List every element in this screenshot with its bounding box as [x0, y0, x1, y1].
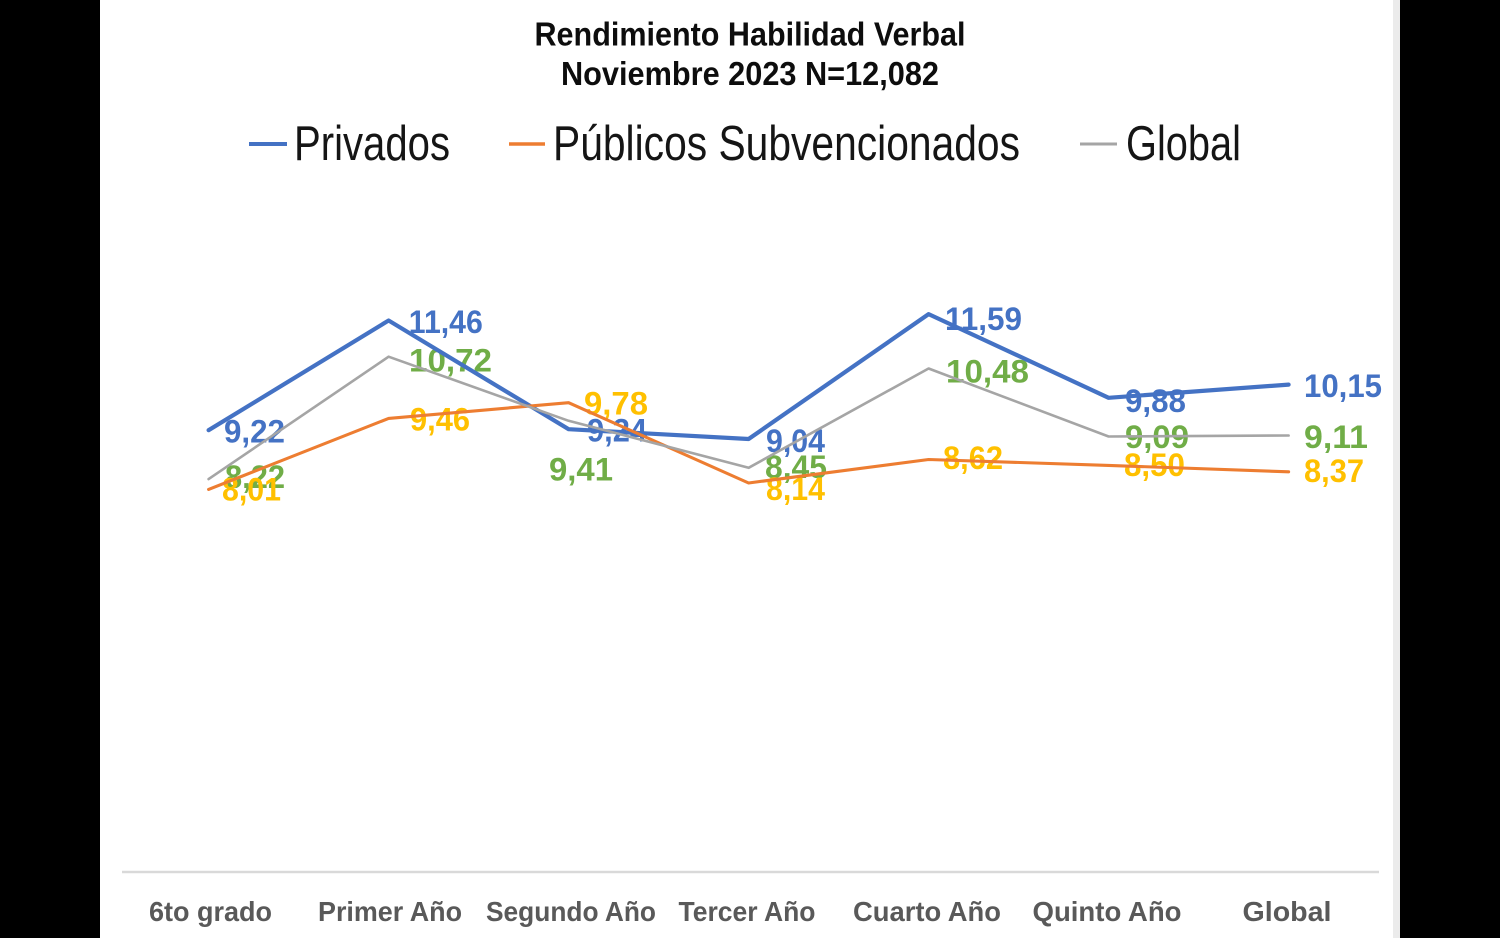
svg-text:Global: Global — [1243, 896, 1332, 927]
svg-text:Global: Global — [1126, 117, 1241, 171]
svg-text:11,46: 11,46 — [409, 304, 483, 340]
svg-text:6to grado: 6to grado — [149, 896, 272, 927]
svg-text:9,11: 9,11 — [1304, 419, 1368, 455]
svg-text:11,59: 11,59 — [945, 301, 1022, 337]
svg-text:Cuarto Año: Cuarto Año — [853, 896, 1001, 927]
svg-text:8,01: 8,01 — [222, 471, 281, 507]
svg-text:9,41: 9,41 — [549, 452, 613, 488]
svg-text:8,62: 8,62 — [943, 440, 1003, 476]
svg-text:Públicos Subvencionados: Públicos Subvencionados — [553, 117, 1020, 171]
svg-text:Rendimiento Habilidad Verbal: Rendimiento Habilidad Verbal — [535, 15, 966, 52]
svg-text:9,46: 9,46 — [410, 401, 470, 437]
svg-text:Privados: Privados — [294, 117, 450, 171]
svg-text:Primer Año: Primer Año — [318, 896, 462, 927]
svg-text:8,37: 8,37 — [1304, 453, 1364, 489]
svg-text:Tercer Año: Tercer Año — [679, 896, 816, 927]
svg-text:9,78: 9,78 — [584, 386, 648, 422]
svg-text:Segundo Año: Segundo Año — [486, 896, 656, 927]
svg-text:9,88: 9,88 — [1125, 383, 1186, 419]
svg-text:9,22: 9,22 — [224, 413, 285, 449]
svg-text:Noviembre 2023 N=12,082: Noviembre 2023 N=12,082 — [561, 55, 939, 92]
svg-text:10,15: 10,15 — [1304, 368, 1382, 404]
svg-text:Quinto Año: Quinto Año — [1033, 896, 1182, 927]
svg-text:10,48: 10,48 — [946, 354, 1029, 390]
